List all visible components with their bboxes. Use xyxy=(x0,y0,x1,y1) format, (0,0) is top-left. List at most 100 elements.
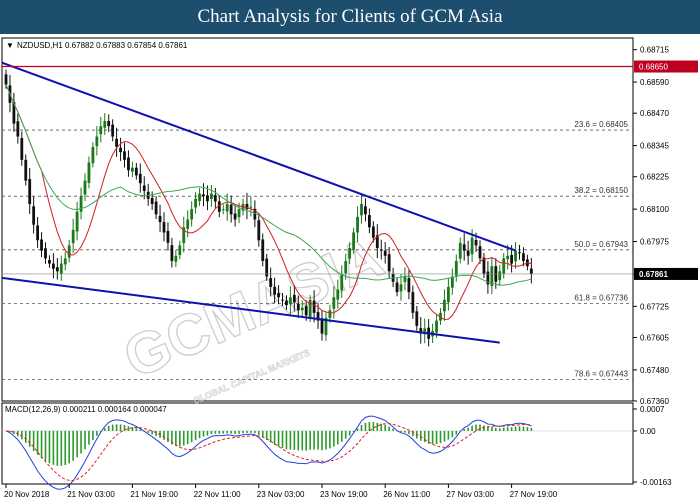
macd-tick-label: 0.00 xyxy=(640,427,656,436)
bear-candle xyxy=(529,268,533,274)
bull-candle xyxy=(225,203,229,212)
bull-candle xyxy=(103,120,107,128)
bull-candle xyxy=(399,284,403,292)
bear-candle xyxy=(312,300,316,313)
bear-candle xyxy=(150,197,154,204)
bull-candle xyxy=(237,209,241,218)
bull-candle xyxy=(241,203,245,211)
signal-line xyxy=(5,423,532,482)
bear-candle xyxy=(213,195,217,202)
time-tick-label: 26 Nov 11:00 xyxy=(383,490,431,499)
bear-candle xyxy=(510,255,513,264)
bear-candle xyxy=(138,173,142,184)
bear-candle xyxy=(16,121,20,137)
bear-candle xyxy=(142,185,146,191)
bull-candle xyxy=(198,193,201,202)
moving-averages xyxy=(5,84,532,321)
bear-candle xyxy=(162,222,166,233)
bear-candle xyxy=(55,267,59,272)
bear-candle xyxy=(368,215,371,228)
bull-candle xyxy=(308,299,312,318)
bull-candle xyxy=(300,307,304,311)
price-tick-label: 0.67360 xyxy=(640,397,669,406)
moving-average-slow xyxy=(5,84,532,286)
bear-candle xyxy=(522,253,525,261)
bear-candle xyxy=(407,278,411,293)
bull-candle xyxy=(182,227,186,244)
bull-candle xyxy=(356,216,359,233)
current-price-box xyxy=(634,267,698,280)
bear-candle xyxy=(127,157,130,171)
bear-candle xyxy=(387,254,391,272)
bull-candle xyxy=(470,237,474,255)
bear-candle xyxy=(170,245,174,261)
bear-candle xyxy=(134,167,138,176)
bull-candle xyxy=(63,258,67,265)
bull-candle xyxy=(99,126,103,135)
macd-tick-label: 0.0007 xyxy=(640,405,665,414)
candles xyxy=(4,69,533,347)
price-tick-label: 0.68715 xyxy=(640,46,669,55)
bull-candle xyxy=(344,260,348,274)
bear-candle xyxy=(375,235,379,249)
bear-candle xyxy=(285,300,288,306)
time-tick-label: 27 Nov 19:00 xyxy=(510,490,558,499)
bull-candle xyxy=(324,318,328,336)
bull-candle xyxy=(249,206,253,208)
bear-candle xyxy=(32,206,36,225)
bull-candle xyxy=(340,273,344,291)
resistance-price-box xyxy=(634,60,698,73)
bull-candle xyxy=(336,289,340,300)
moving-average-fast xyxy=(5,84,532,321)
bull-candle xyxy=(95,136,99,147)
bull-candle xyxy=(458,242,462,259)
chart-title: Chart Analysis for Clients of GCM Asia xyxy=(0,0,700,34)
bear-candle xyxy=(296,304,300,311)
bear-candle xyxy=(265,258,269,277)
bear-candle xyxy=(277,293,280,298)
bear-candle xyxy=(24,159,28,181)
time-tick-label: 22 Nov 11:00 xyxy=(194,490,242,499)
price-tick-label: 0.67605 xyxy=(640,333,669,342)
bear-candle xyxy=(4,74,8,85)
bear-candle xyxy=(486,271,490,285)
bull-candle xyxy=(454,260,458,276)
bear-candle xyxy=(111,124,115,137)
price-tick-label: 0.68470 xyxy=(640,109,669,118)
time-tick-label: 20 Nov 2018 xyxy=(4,490,50,499)
bull-candle xyxy=(352,232,355,250)
price-tick-label: 0.68345 xyxy=(640,142,669,151)
bear-candle xyxy=(419,328,423,334)
bear-candle xyxy=(20,138,24,160)
price-tick-label: 0.68225 xyxy=(640,173,669,182)
price-tick-label: 0.67480 xyxy=(640,366,669,375)
fibonacci-levels: 23.6 = 0.68405 38.2 = 0.68150 50.0 = 0.679… xyxy=(2,120,633,380)
bear-candle xyxy=(482,257,486,274)
bear-candle xyxy=(12,102,16,124)
time-axis: 20 Nov 2018 21 Nov 03:00 21 Nov 19:00 22 No… xyxy=(4,484,558,499)
fib-level-label: 38.2 = 0.68150 xyxy=(574,186,628,195)
price-tick-label: 0.67725 xyxy=(640,302,669,311)
trend-lines xyxy=(1,61,516,344)
bear-candle xyxy=(379,249,383,251)
bull-candle xyxy=(328,310,332,319)
bull-candle xyxy=(348,248,352,259)
bear-candle xyxy=(115,138,118,147)
time-tick-label: 21 Nov 03:00 xyxy=(67,490,115,499)
dropdown-arrow-icon[interactable]: ▼ xyxy=(6,41,14,50)
main-panel xyxy=(1,37,634,402)
bull-candle xyxy=(71,229,75,244)
bull-candle xyxy=(59,263,63,274)
bear-candle xyxy=(415,311,419,326)
bear-candle xyxy=(253,208,257,220)
bear-candle xyxy=(304,306,308,316)
bear-candle xyxy=(478,246,482,259)
current-price-label: 0.67861 xyxy=(639,270,668,279)
fib-level-label: 50.0 = 0.67943 xyxy=(574,240,628,249)
bear-candle xyxy=(364,206,367,215)
macd-line xyxy=(5,415,532,490)
bull-candle xyxy=(423,328,427,335)
bear-candle xyxy=(466,250,470,256)
bull-candle xyxy=(186,219,190,229)
chart-canvas: GCMASIA GLOBAL CAPITAL MARKETS 23.6 = 0.… xyxy=(1,37,698,499)
